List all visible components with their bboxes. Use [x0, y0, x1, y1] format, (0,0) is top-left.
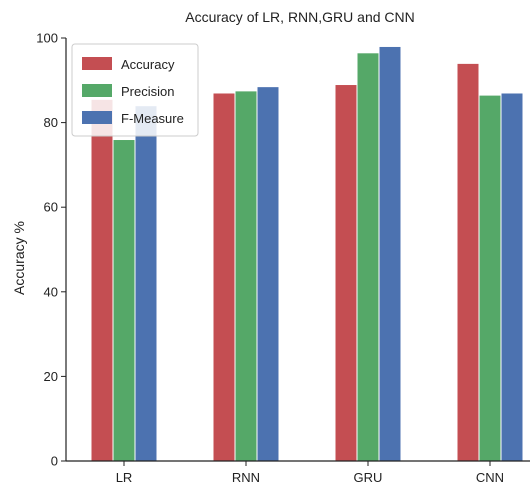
bars-group	[90, 45, 524, 462]
legend: Accuracy Precision F-Measure	[71, 43, 199, 137]
legend-label-accuracy: Accuracy	[121, 57, 175, 72]
bar-cnn-precision	[478, 94, 502, 462]
x-tick-label: LR	[116, 470, 133, 485]
axes-group: 0 20 40 60 80 100 LR RNN GRU CNN	[36, 31, 530, 485]
bar-gru-accuracy	[334, 84, 358, 462]
bar-lr-f-measure	[134, 105, 158, 462]
bar-rnn-precision	[234, 90, 258, 462]
y-tick-label: 0	[51, 454, 58, 469]
x-tick-label: RNN	[232, 470, 260, 485]
bar-gru-precision	[356, 52, 380, 462]
y-tick-label: 100	[36, 31, 58, 46]
bar-cnn-f-measure	[500, 92, 524, 462]
y-tick-label: 60	[44, 200, 58, 215]
bar-rnn-accuracy	[212, 92, 236, 462]
legend-swatch-accuracy	[82, 57, 112, 70]
y-tick-label: 40	[44, 284, 58, 299]
y-axis-title: Accuracy %	[11, 221, 27, 295]
bar-cnn-accuracy	[456, 62, 480, 462]
bar-lr-accuracy	[90, 98, 114, 462]
y-tick-label: 20	[44, 369, 58, 384]
legend-swatch-precision	[82, 84, 112, 97]
x-tick-label: CNN	[476, 470, 504, 485]
legend-label-f-measure: F-Measure	[121, 111, 184, 126]
y-tick-label: 80	[44, 115, 58, 130]
bar-gru-f-measure	[378, 45, 402, 462]
legend-label-precision: Precision	[121, 84, 174, 99]
bar-lr-precision	[112, 139, 136, 462]
bar-rnn-f-measure	[256, 86, 280, 462]
chart-title: Accuracy of LR, RNN,GRU and CNN	[185, 9, 415, 25]
legend-swatch-f-measure	[82, 111, 112, 124]
x-tick-label: GRU	[354, 470, 383, 485]
